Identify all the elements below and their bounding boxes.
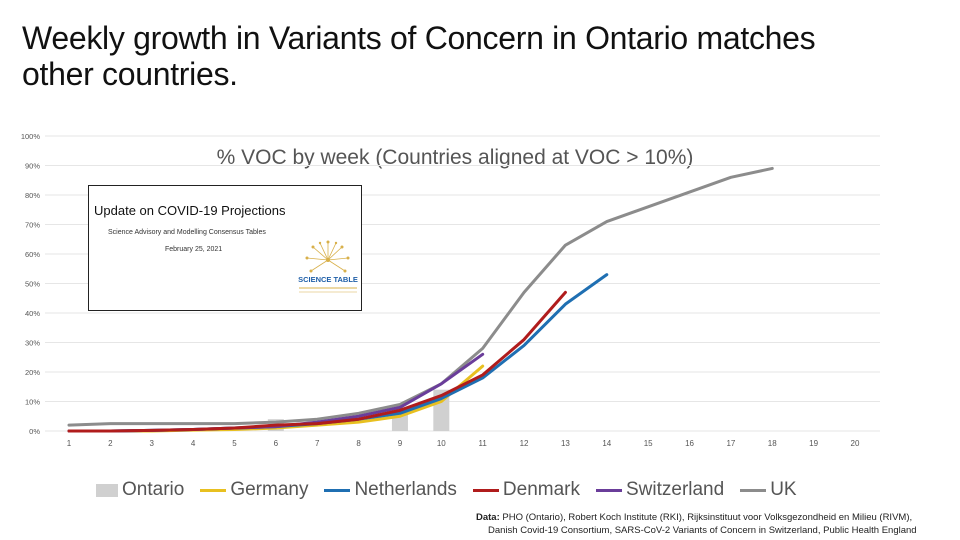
y-tick-label: 10% bbox=[25, 398, 40, 407]
y-tick-label: 80% bbox=[25, 191, 40, 200]
series-line-denmark bbox=[67, 290, 567, 433]
y-tick-label: 40% bbox=[25, 309, 40, 318]
y-tick-label: 70% bbox=[25, 221, 40, 230]
legend-germany-label: Germany bbox=[230, 479, 309, 500]
science-table-logo: SCIENCE TABLE bbox=[298, 240, 358, 293]
x-tick-label: 8 bbox=[356, 439, 361, 448]
legend-switzerland-swatch bbox=[595, 488, 622, 492]
x-tick-label: 7 bbox=[315, 439, 320, 448]
x-tick-label: 18 bbox=[768, 439, 777, 448]
y-tick-label: 60% bbox=[25, 250, 40, 259]
legend-ontario-label: Ontario bbox=[122, 479, 185, 500]
legend-ontario-swatch bbox=[96, 483, 118, 497]
y-tick-label: 20% bbox=[25, 368, 40, 377]
x-tick-label: 19 bbox=[809, 439, 818, 448]
source-line-1: PHO (Ontario), Robert Koch Institute (RK… bbox=[502, 512, 913, 523]
legend-denmark: Denmark bbox=[472, 479, 580, 501]
legend-netherlands-swatch bbox=[324, 488, 351, 492]
x-tick-label: 3 bbox=[150, 439, 155, 448]
x-tick-label: 14 bbox=[602, 439, 611, 448]
y-tick-label: 30% bbox=[25, 339, 40, 348]
legend-denmark-swatch bbox=[472, 488, 499, 492]
slide-title-line-1: Weekly growth in Variants of Concern in … bbox=[22, 20, 816, 56]
x-tick-label: 9 bbox=[398, 439, 403, 448]
inset-subtitle: Science Advisory and Modelling Consensus… bbox=[108, 229, 266, 236]
slide-title-line-2: other countries. bbox=[22, 56, 238, 92]
y-tick-label: 90% bbox=[25, 162, 40, 171]
x-tick-label: 15 bbox=[644, 439, 653, 448]
legend-uk-label: UK bbox=[770, 479, 797, 500]
source-label: Data: bbox=[476, 512, 500, 523]
y-tick-label: 0% bbox=[29, 427, 40, 436]
x-tick-label: 4 bbox=[191, 439, 196, 448]
y-tick-label: 50% bbox=[25, 280, 40, 289]
x-tick-label: 11 bbox=[479, 439, 488, 448]
data-source-note: Data: PHO (Ontario), Robert Koch Institu… bbox=[476, 511, 946, 537]
legend-denmark-label: Denmark bbox=[502, 479, 580, 500]
chart-legend: Ontario Germany Netherlands Denmark Swit… bbox=[96, 478, 813, 502]
legend-ontario: Ontario bbox=[96, 479, 184, 501]
x-tick-label: 6 bbox=[274, 439, 279, 448]
legend-netherlands: Netherlands bbox=[324, 479, 457, 501]
x-tick-label: 20 bbox=[851, 439, 860, 448]
legend-netherlands-label: Netherlands bbox=[354, 479, 457, 500]
legend-germany: Germany bbox=[200, 479, 308, 501]
inset-date: February 25, 2021 bbox=[165, 246, 223, 253]
x-tick-label: 10 bbox=[437, 439, 446, 448]
legend-switzerland-label: Switzerland bbox=[625, 479, 725, 500]
x-tick-label: 13 bbox=[561, 439, 570, 448]
source-line-2: Danish Covid-19 Consortium, SARS-CoV-2 V… bbox=[488, 525, 917, 536]
slide-title: Weekly growth in Variants of Concern in … bbox=[22, 20, 942, 92]
legend-uk-swatch bbox=[740, 488, 767, 492]
x-tick-label: 5 bbox=[232, 439, 237, 448]
projections-report-thumbnail: Update on COVID-19 Projections Science A… bbox=[88, 185, 362, 311]
x-tick-label: 12 bbox=[520, 439, 529, 448]
y-tick-label: 100% bbox=[21, 132, 41, 141]
x-tick-label: 1 bbox=[67, 439, 72, 448]
logo-text: SCIENCE TABLE bbox=[298, 275, 358, 284]
legend-germany-swatch bbox=[200, 488, 227, 492]
x-tick-label: 16 bbox=[685, 439, 694, 448]
x-tick-label: 2 bbox=[108, 439, 113, 448]
x-tick-label: 17 bbox=[726, 439, 735, 448]
inset-title: Update on COVID-19 Projections bbox=[94, 203, 286, 218]
chart-title: % VOC by week (Countries aligned at VOC … bbox=[217, 146, 694, 169]
legend-uk: UK bbox=[740, 479, 797, 501]
legend-switzerland: Switzerland bbox=[595, 479, 725, 501]
